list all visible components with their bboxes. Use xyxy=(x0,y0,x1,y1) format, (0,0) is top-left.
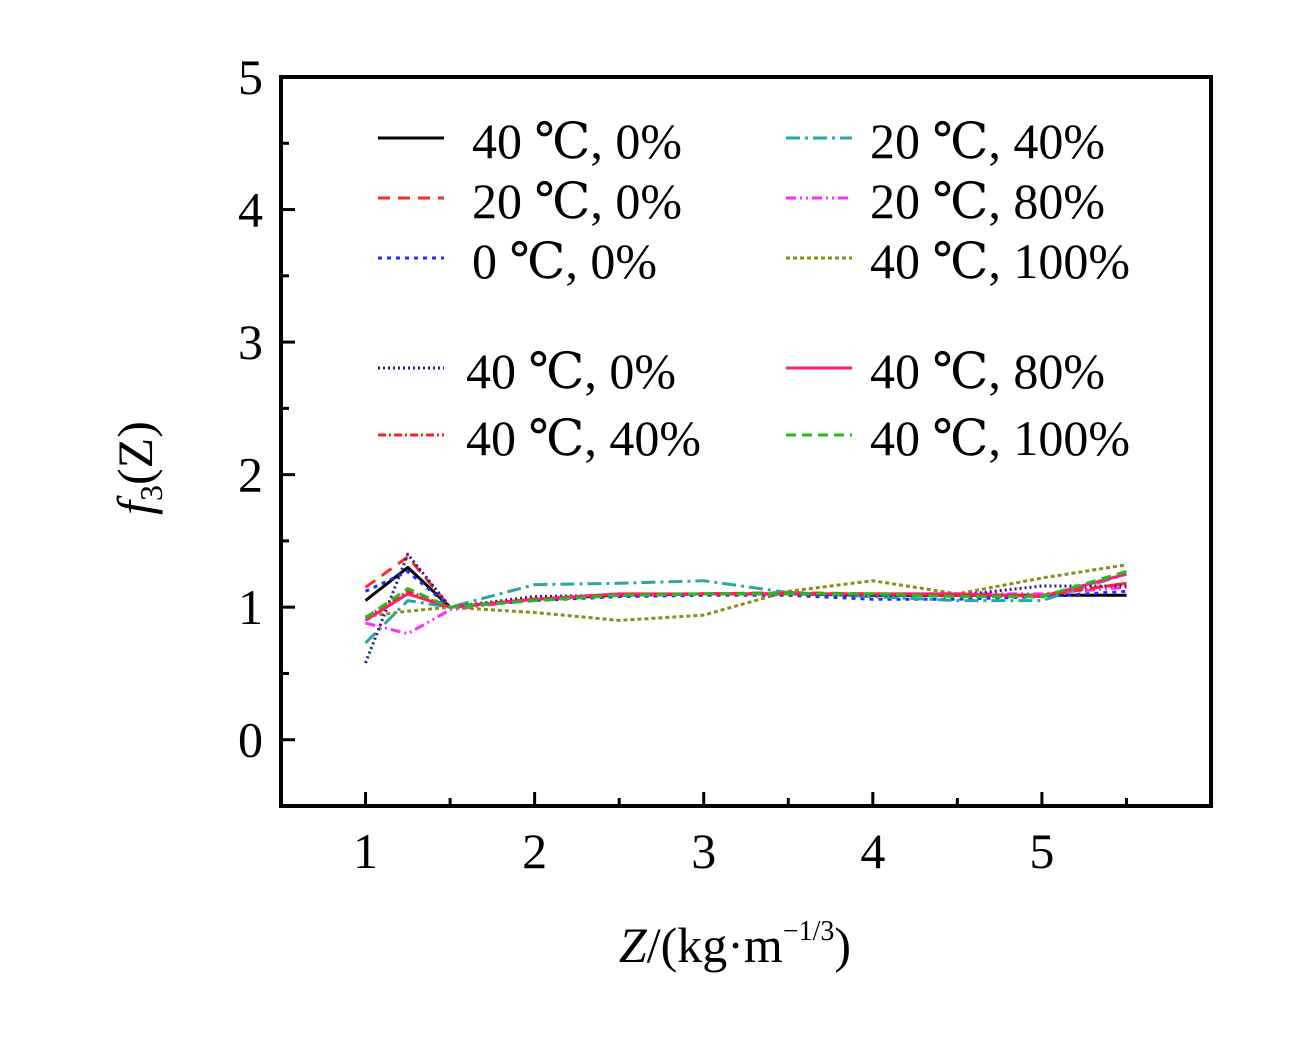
legend-label: 20 ℃, 0% xyxy=(472,173,682,229)
y-tick-label: 2 xyxy=(238,447,263,503)
y-axis-title-subscript: 3 xyxy=(133,485,169,501)
legend: 40 ℃, 0%20 ℃, 0%0 ℃, 0%20 ℃, 40%20 ℃, 80… xyxy=(378,113,1130,466)
series-line-4 xyxy=(364,572,1127,645)
y-axis-title: f3(Z) xyxy=(107,421,169,515)
ticks-layer xyxy=(281,75,1128,808)
series-line-6 xyxy=(365,563,1127,622)
plot-frame xyxy=(279,75,1213,808)
y-axis-title-rest: (Z) xyxy=(107,421,163,485)
series-line-7 xyxy=(364,552,1127,664)
legend-label: 40 ℃, 40% xyxy=(466,410,701,466)
x-axis-title-unit: /(kg·m xyxy=(647,917,783,973)
legend-label: 40 ℃, 100% xyxy=(870,233,1130,289)
x-axis-title: Z/(kg·m−1/3) xyxy=(619,916,851,973)
x-axis-title-exponent: −1/3 xyxy=(783,916,835,947)
x-tick-label: 1 xyxy=(353,823,378,879)
legend-label: 40 ℃, 0% xyxy=(472,113,682,169)
x-tick-label: 2 xyxy=(522,823,547,879)
x-axis-title-close: ) xyxy=(834,917,851,973)
y-tick-label: 3 xyxy=(238,314,263,370)
x-tick-label: 3 xyxy=(691,823,716,879)
tick-labels-layer: 0 1 2 3 4 5 1 2 3 4 5 xyxy=(238,49,1054,879)
legend-label: 20 ℃, 80% xyxy=(870,173,1105,229)
x-tick-label: 5 xyxy=(1029,823,1054,879)
legend-label: 40 ℃, 80% xyxy=(870,343,1105,399)
series-line-3 xyxy=(364,569,1127,609)
legend-label: 20 ℃, 40% xyxy=(870,113,1105,169)
y-tick-label: 4 xyxy=(238,182,263,238)
legend-label: 40 ℃, 0% xyxy=(466,343,676,399)
y-tick-label: 5 xyxy=(238,49,263,105)
series-layer xyxy=(364,552,1127,664)
series-line-10 xyxy=(364,569,1127,620)
y-tick-label: 1 xyxy=(238,579,263,635)
x-tick-label: 4 xyxy=(860,823,885,879)
x-axis-title-symbol: Z xyxy=(619,917,648,973)
legend-label: 0 ℃, 0% xyxy=(472,233,657,289)
y-tick-label: 0 xyxy=(238,712,263,768)
legend-label: 40 ℃, 100% xyxy=(870,410,1130,466)
